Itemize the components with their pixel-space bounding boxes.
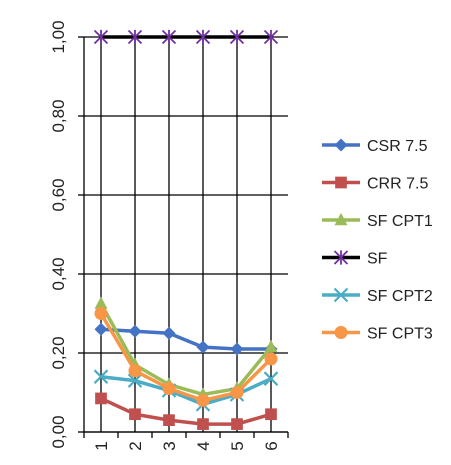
x-tick-label: 5 bbox=[228, 441, 247, 450]
series-line bbox=[99, 312, 273, 403]
square-marker bbox=[129, 408, 141, 421]
star-marker bbox=[161, 29, 177, 45]
x-marker bbox=[333, 287, 349, 303]
series-sf bbox=[93, 29, 279, 45]
diamond-marker bbox=[230, 342, 244, 356]
y-tick-label: 0,00 bbox=[49, 415, 68, 448]
circle-marker bbox=[162, 382, 176, 396]
legend-label: CRR 7.5 bbox=[367, 176, 428, 193]
series-line bbox=[100, 396, 272, 426]
y-tick-label: 0,60 bbox=[49, 178, 68, 211]
series-line bbox=[99, 302, 273, 397]
y-tick-label: 1,00 bbox=[49, 20, 68, 53]
legend-item: SF CPT3 bbox=[322, 326, 433, 343]
star-marker bbox=[93, 29, 109, 45]
star-marker bbox=[263, 29, 279, 45]
star-marker bbox=[333, 250, 349, 265]
x-marker-stroke bbox=[93, 369, 109, 384]
diamond-marker bbox=[196, 340, 210, 354]
x-tick-label: 6 bbox=[262, 441, 281, 450]
legend-item: CRR 7.5 bbox=[322, 176, 428, 193]
y-tick-label: 0,40 bbox=[49, 257, 68, 290]
square-marker bbox=[335, 176, 347, 189]
y-tick-label: 0,20 bbox=[49, 336, 68, 369]
square-marker bbox=[95, 392, 107, 405]
x-marker-stroke bbox=[263, 371, 279, 386]
circle-marker bbox=[230, 386, 244, 399]
diamond-marker bbox=[94, 322, 108, 336]
x-tick-label: 2 bbox=[126, 441, 145, 450]
circle-marker bbox=[334, 326, 348, 339]
x-marker bbox=[93, 369, 109, 384]
legend-label: SF bbox=[367, 251, 388, 268]
legend-label: SF CPT3 bbox=[367, 326, 433, 343]
x-marker-stroke bbox=[127, 373, 143, 388]
triangle-marker bbox=[94, 296, 108, 309]
series-sf-cpt3 bbox=[94, 307, 278, 407]
x-tick-label: 3 bbox=[160, 441, 179, 450]
legend-item: SF bbox=[322, 250, 388, 268]
diamond-marker bbox=[128, 324, 142, 338]
legend-item: SF CPT1 bbox=[322, 212, 433, 230]
triangle-marker bbox=[264, 339, 278, 353]
legend-label: SF CPT1 bbox=[367, 213, 433, 230]
legend-item: CSR 7.5 bbox=[322, 138, 428, 155]
circle-marker bbox=[128, 364, 142, 378]
x-marker bbox=[127, 373, 143, 388]
triangle-marker bbox=[334, 212, 348, 226]
square-marker bbox=[163, 414, 175, 426]
x-tick-label: 4 bbox=[194, 441, 213, 450]
x-tick-label: 1 bbox=[92, 441, 111, 450]
legend: CSR 7.5 CRR 7.5 SF CPT1 SF SF CPT2 SF CPT3 bbox=[322, 138, 433, 343]
series-plot bbox=[93, 29, 279, 430]
diamond-marker bbox=[334, 138, 348, 152]
axes: 0,00 0,20 0,40 0,60 0,80 1,00 1 2 3 4 5 6 bbox=[49, 20, 289, 451]
legend-item: SF CPT2 bbox=[322, 287, 433, 305]
square-marker bbox=[197, 418, 209, 430]
circle-marker bbox=[264, 352, 278, 366]
square-marker bbox=[265, 408, 277, 421]
y-tick-label: 0,80 bbox=[49, 99, 68, 132]
star-marker bbox=[127, 29, 143, 45]
star-marker bbox=[195, 29, 211, 45]
star-marker bbox=[229, 29, 245, 45]
legend-label: SF CPT2 bbox=[367, 288, 433, 305]
square-marker bbox=[231, 418, 243, 430]
series-crr-7-5 bbox=[95, 392, 277, 430]
x-marker bbox=[263, 371, 279, 386]
diamond-marker bbox=[162, 326, 176, 340]
legend-label: CSR 7.5 bbox=[367, 138, 428, 155]
x-marker-stroke bbox=[333, 287, 349, 303]
circle-marker bbox=[196, 393, 210, 407]
circle-marker bbox=[94, 307, 108, 320]
